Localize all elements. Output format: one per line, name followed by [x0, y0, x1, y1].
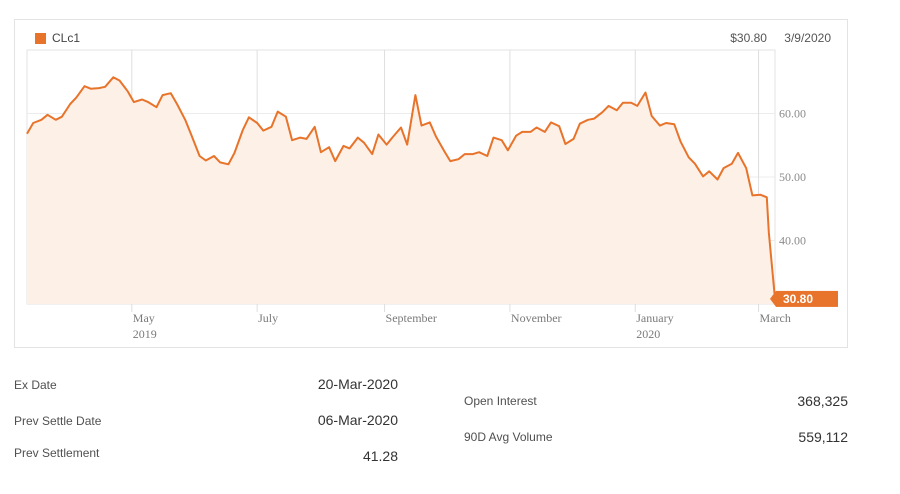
x-tick-label: January	[636, 311, 673, 325]
stat-value-open-interest: 368,325	[797, 393, 848, 409]
x-tick-sublabel: 2019	[133, 327, 157, 341]
x-tick-label: November	[511, 311, 562, 325]
stat-value-ex-date: 20-Mar-2020	[317, 376, 398, 392]
series-line	[26, 76, 776, 299]
last-date: 3/9/2020	[784, 31, 831, 45]
last-price-tag-label: 30.80	[783, 292, 813, 306]
chart-card: 60.00 50.00 40.00 May 2019 July September Novem…	[14, 19, 848, 348]
y-tick-label: 60.00	[779, 107, 806, 121]
series-area	[27, 77, 775, 304]
stat-label-90d-avg-volume: 90D Avg Volume	[464, 430, 553, 444]
stat-value-prev-settle-date: 06-Mar-2020	[317, 412, 398, 428]
stat-label-open-interest: Open Interest	[464, 394, 537, 408]
x-tick-label: July	[258, 311, 278, 325]
price-chart[interactable]: 60.00 50.00 40.00 May 2019 July September Novem…	[15, 20, 849, 349]
stat-label-ex-date: Ex Date	[14, 378, 57, 392]
stat-label-prev-settle-date: Prev Settle Date	[14, 414, 102, 428]
last-price-tag	[776, 290, 838, 307]
x-tick-label: September	[386, 311, 437, 325]
x-tick-label: March	[760, 311, 791, 325]
last-price-tag-arrow	[770, 290, 776, 307]
legend: CLc1	[35, 31, 80, 45]
y-tick-label: 40.00	[779, 234, 806, 248]
stat-label-prev-settlement: Prev Settlement	[14, 446, 100, 460]
legend-swatch	[35, 32, 46, 44]
legend-label: CLc1	[52, 31, 81, 45]
stat-value-90d-avg-volume: 559,112	[798, 429, 848, 445]
y-tick-label: 50.00	[779, 170, 806, 184]
x-tick-sublabel: 2020	[636, 327, 660, 341]
last-price: $30.80	[730, 31, 767, 45]
stat-value-prev-settlement: 41.28	[362, 448, 398, 464]
x-tick-label: May	[133, 311, 155, 325]
last-quote: $30.80 3/9/2020	[730, 31, 831, 45]
